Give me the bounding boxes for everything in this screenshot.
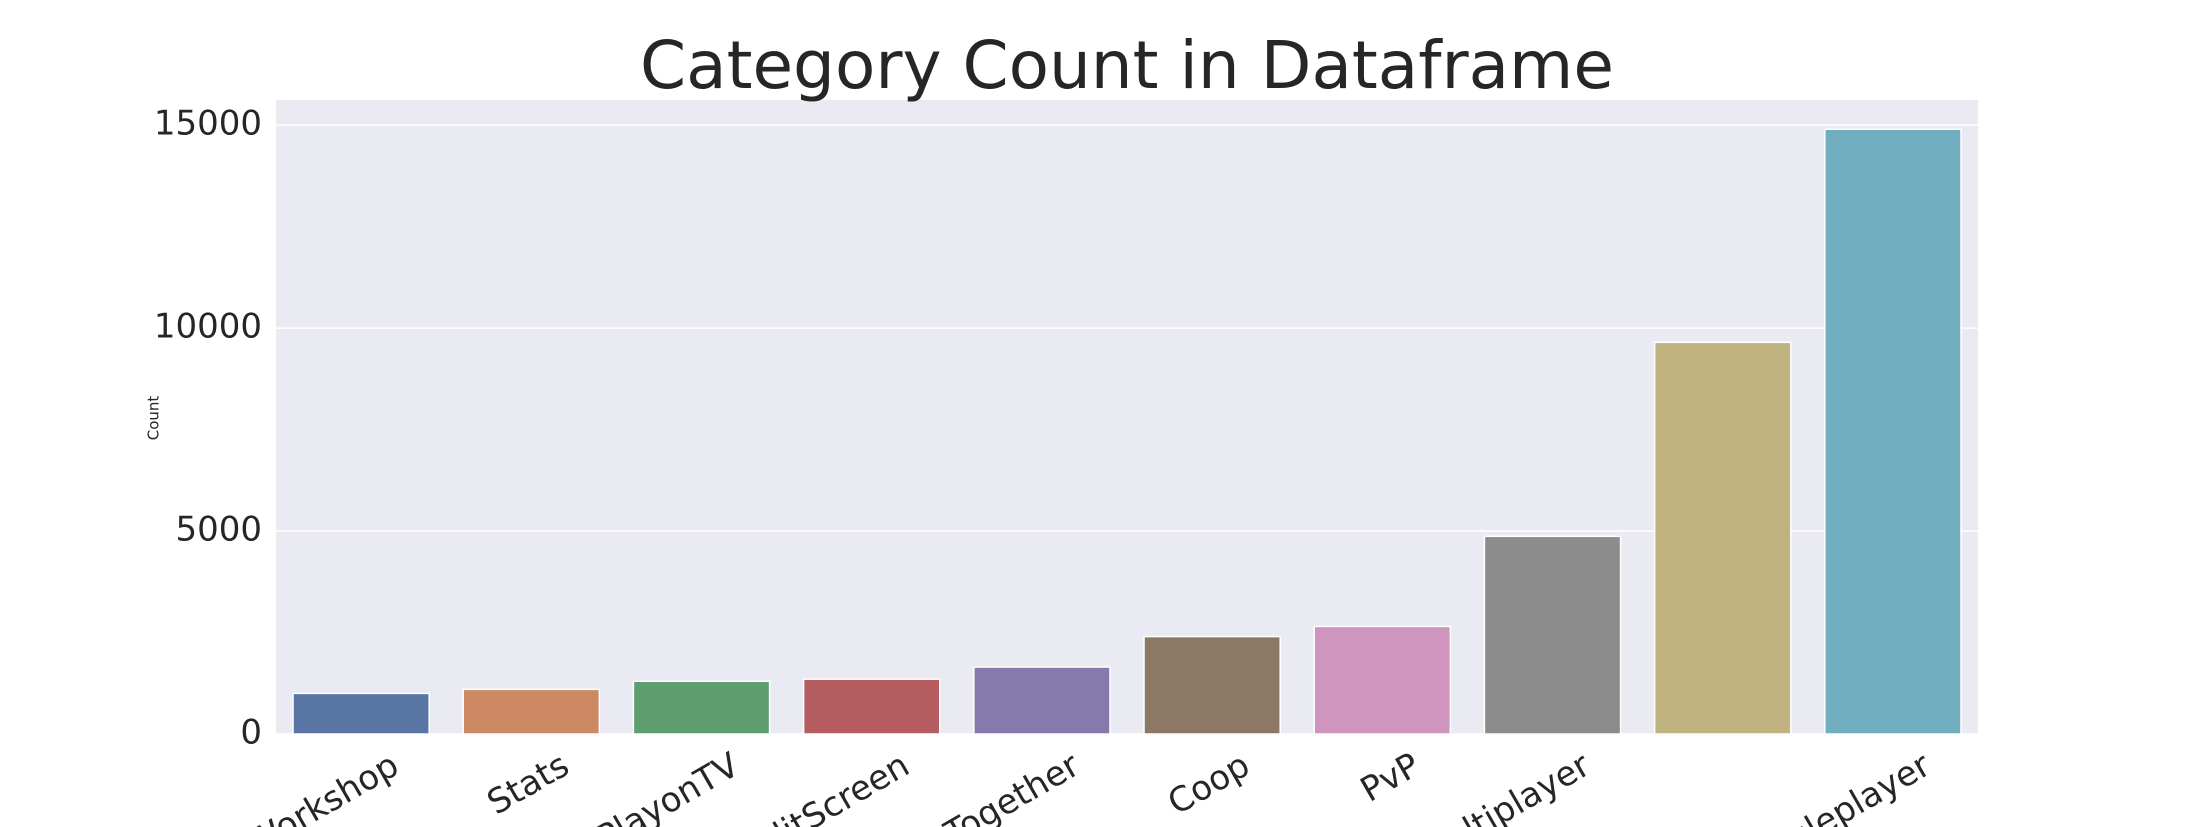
- bar: [802, 678, 941, 735]
- bar: [1313, 625, 1452, 735]
- y-tick-label: 0: [240, 713, 262, 753]
- x-tick-label: Coop: [1161, 745, 1256, 823]
- bar: [462, 688, 601, 735]
- x-tick-label: Singleplayer: [1734, 745, 1937, 827]
- x-tick-label: PvP: [1354, 745, 1427, 810]
- x-tick-label: Workshop: [240, 745, 405, 827]
- bar: [292, 692, 430, 735]
- chart-title: Category Count in Dataframe: [640, 27, 1614, 104]
- bar: [1653, 341, 1792, 735]
- y-tick-label: 15000: [154, 104, 262, 144]
- x-tick-label: Multiplayer: [1412, 745, 1597, 827]
- y-tick-label: 10000: [154, 307, 262, 347]
- x-tick-label: Stats: [481, 745, 576, 823]
- bar: [1824, 128, 1962, 735]
- bar: [973, 666, 1111, 735]
- x-tick-label: SplitScreen: [730, 745, 917, 827]
- bar: [1483, 535, 1622, 735]
- bar: [632, 680, 771, 735]
- y-tick-label: 5000: [175, 510, 262, 550]
- y-axis-label: Count: [145, 396, 163, 441]
- bar: [1143, 635, 1281, 735]
